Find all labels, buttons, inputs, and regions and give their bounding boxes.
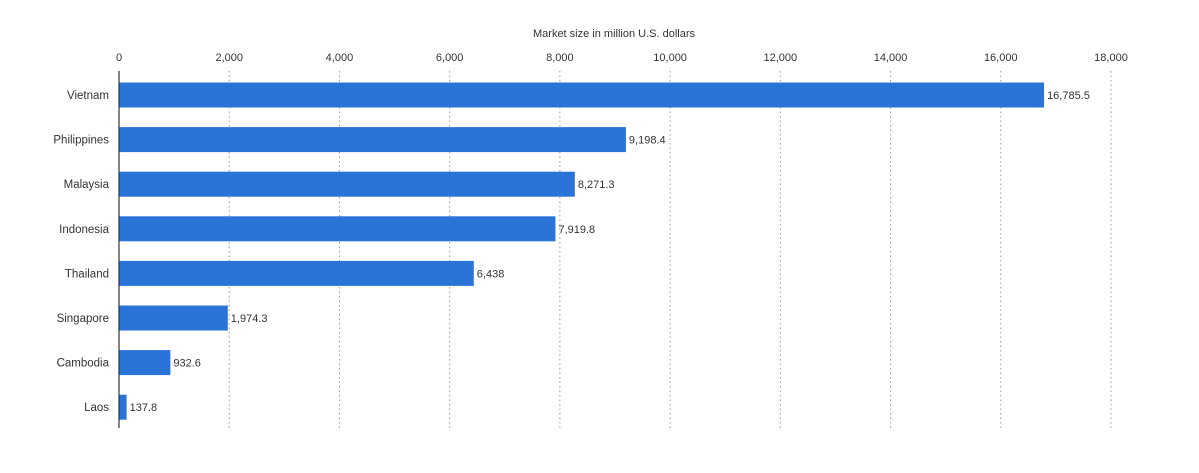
data-label: 16,785.5 [1047, 90, 1090, 102]
x-tick-label: 4,000 [326, 52, 354, 64]
bar [119, 82, 1045, 108]
x-tick-label: 8,000 [546, 52, 574, 64]
bar [119, 216, 556, 242]
data-label: 8,271.3 [578, 179, 615, 191]
x-tick-label: 6,000 [436, 52, 464, 64]
x-tick-label: 10,000 [653, 52, 687, 64]
bar [119, 305, 228, 331]
x-tick-label: 18,000 [1094, 52, 1128, 64]
bar [119, 127, 626, 153]
bar [119, 350, 171, 376]
x-tick-label: 12,000 [764, 52, 798, 64]
x-axis-ticks: 0 2,000 4,000 6,000 8,000 10,000 12,000 14,000 1… [116, 52, 1128, 64]
gridlines [228, 71, 1112, 428]
x-tick-label: 16,000 [984, 52, 1018, 64]
bar [119, 260, 474, 286]
data-labels: 16,785.5 9,198.4 8,271.3 7,919.8 6,438 1,974.… [130, 90, 1090, 414]
bar [119, 394, 127, 420]
category-label: Malaysia [64, 179, 110, 191]
data-label: 932.6 [173, 358, 201, 370]
category-labels: Vietnam Philippines Malaysia Indonesia Thail… [53, 90, 109, 414]
x-tick-label: 14,000 [874, 52, 908, 64]
category-label: Laos [84, 402, 109, 414]
data-label: 7,919.8 [558, 224, 595, 236]
category-label: Thailand [65, 268, 109, 280]
category-label: Indonesia [59, 224, 109, 236]
category-label: Singapore [57, 313, 109, 325]
x-tick-label: 0 [116, 52, 122, 64]
x-axis-title: Market size in million U.S. dollars [533, 28, 695, 40]
data-label: 137.8 [130, 402, 158, 414]
bars [119, 82, 1045, 420]
data-label: 1,974.3 [231, 313, 268, 325]
x-tick-label: 2,000 [215, 52, 243, 64]
category-label: Vietnam [67, 90, 109, 102]
category-label: Cambodia [57, 358, 110, 370]
bar [119, 171, 575, 197]
category-label: Philippines [53, 135, 109, 147]
data-label: 9,198.4 [629, 135, 666, 147]
data-label: 6,438 [477, 268, 505, 280]
